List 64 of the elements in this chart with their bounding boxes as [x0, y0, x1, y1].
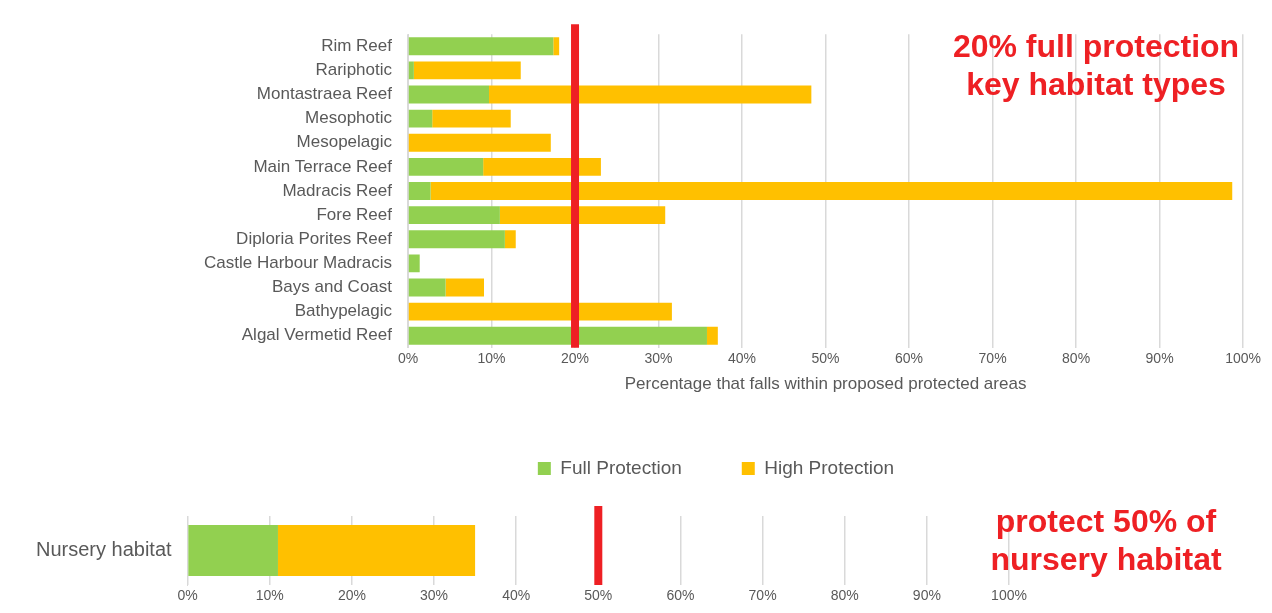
- y-tick-label: Main Terrace Reef: [253, 156, 393, 176]
- bar: [408, 254, 420, 273]
- x-axis-title: Percentage that falls within proposed protected areas: [624, 374, 1027, 394]
- x-tick-label: 40%: [502, 587, 531, 604]
- x-tick-label: 60%: [666, 587, 695, 604]
- bar: [408, 206, 500, 225]
- bar: [483, 157, 601, 176]
- bar: [499, 206, 666, 225]
- y-tick-label: Fore Reef: [316, 204, 393, 224]
- y-tick-label: Rariphotic: [315, 60, 393, 80]
- bar: [432, 109, 511, 128]
- y-tick-label: Mesophotic: [305, 108, 393, 128]
- x-tick-label: 20%: [561, 350, 590, 367]
- x-tick-label: 30%: [420, 587, 449, 604]
- bar: [408, 109, 433, 128]
- bar: [413, 61, 521, 80]
- x-tick-label: 100%: [1225, 350, 1261, 367]
- x-tick-label: 10%: [477, 350, 506, 367]
- bar: [408, 133, 551, 152]
- bar: [430, 182, 1233, 200]
- bar: [445, 278, 485, 297]
- bar: [489, 85, 812, 104]
- x-tick-label: 70%: [748, 587, 777, 604]
- y-tick-label: Castle Harbour Madracis: [204, 253, 393, 273]
- bar: [553, 37, 560, 56]
- y-tick-label: Rim Reef: [321, 35, 393, 55]
- y-tick-label: Bays and Coast: [272, 277, 393, 297]
- bar: [408, 302, 672, 321]
- bar: [408, 182, 431, 200]
- bar: [408, 85, 490, 104]
- y-tick-label: Mesopelagic: [296, 132, 393, 152]
- legend-label: High Protection: [764, 456, 895, 478]
- bar: [408, 326, 707, 345]
- x-tick-label: 10%: [255, 587, 284, 604]
- x-tick-label: 40%: [728, 350, 757, 367]
- x-tick-label: 50%: [584, 587, 613, 604]
- y-tick-label: Montastraea Reef: [256, 84, 393, 104]
- x-tick-label: 90%: [1145, 350, 1174, 367]
- bar: [706, 326, 718, 345]
- y-tick-label: Nursery habitat: [35, 538, 173, 561]
- y-tick-label: Bathypelagic: [294, 301, 393, 321]
- x-tick-label: 50%: [811, 350, 840, 367]
- bar: [408, 230, 505, 249]
- x-tick-label: 70%: [978, 350, 1007, 367]
- legend-label: Full Protection: [560, 456, 682, 478]
- x-tick-label: 90%: [912, 587, 941, 604]
- y-tick-label: Diploria Porites Reef: [236, 228, 393, 248]
- annotation: 20% full protection key habitat types: [952, 27, 1240, 102]
- x-tick-label: 80%: [1062, 350, 1091, 367]
- bar: [408, 157, 484, 176]
- annotation: protect 50% of nursery habitat: [990, 502, 1222, 577]
- x-tick-label: 100%: [991, 587, 1027, 604]
- bar: [504, 230, 516, 249]
- y-tick-label: Madracis Reef: [282, 180, 393, 200]
- x-tick-label: 20%: [337, 587, 366, 604]
- x-tick-label: 60%: [895, 350, 924, 367]
- bar: [408, 37, 554, 56]
- x-tick-label: 30%: [644, 350, 673, 367]
- y-tick-label: Algal Vermetid Reef: [241, 325, 393, 345]
- x-tick-label: 0%: [177, 587, 198, 604]
- bar: [408, 61, 414, 80]
- bar: [408, 278, 446, 297]
- x-tick-label: 0%: [397, 350, 419, 367]
- x-tick-label: 80%: [830, 587, 859, 604]
